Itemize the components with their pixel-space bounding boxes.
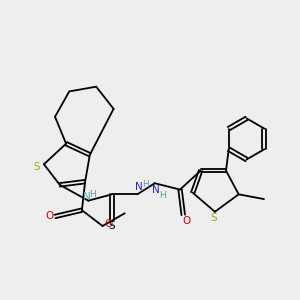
- Text: O: O: [182, 216, 190, 226]
- Text: S: S: [34, 162, 40, 172]
- Text: N: N: [83, 192, 91, 202]
- Text: O: O: [45, 212, 53, 221]
- Text: N: N: [135, 182, 143, 192]
- Text: S: S: [210, 213, 217, 223]
- Text: H: H: [159, 191, 166, 200]
- Text: H: H: [142, 180, 148, 189]
- Text: N: N: [152, 185, 160, 195]
- Text: S: S: [109, 221, 115, 231]
- Text: O: O: [104, 219, 112, 230]
- Text: H: H: [89, 190, 95, 199]
